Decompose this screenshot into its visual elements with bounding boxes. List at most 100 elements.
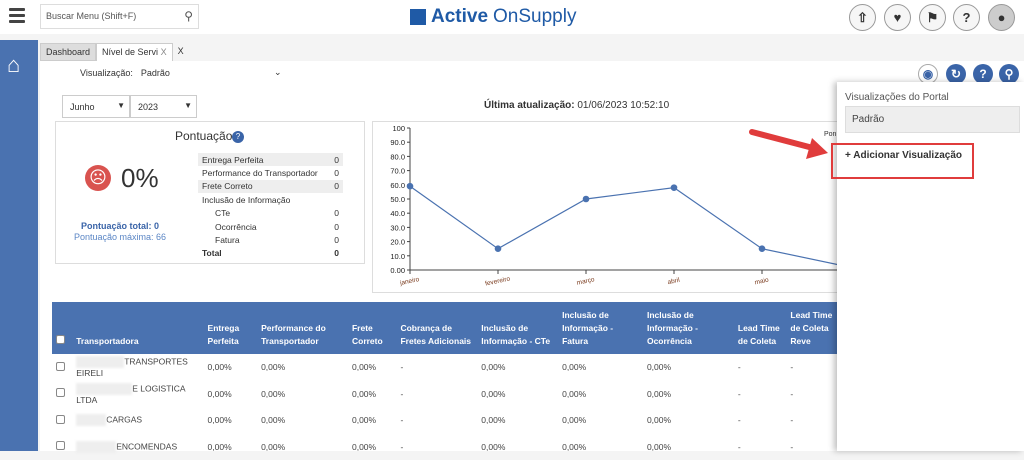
score-row-value: 0 (334, 155, 339, 165)
score-row-value: 0 (334, 168, 339, 178)
cell-text: 0,00% (208, 389, 232, 399)
search-circle-icon[interactable]: ⚲ (999, 64, 1019, 84)
cell-text: - (738, 389, 741, 399)
x-tick-label: janeiro (398, 276, 420, 287)
column-header[interactable]: Inclusão de Informação - Fatura (558, 302, 643, 354)
eye-icon[interactable]: ◉ (918, 64, 938, 84)
cell-text: 0,00% (647, 442, 671, 452)
tab-close-icon[interactable]: X (161, 47, 167, 57)
cell-text: 0,00% (562, 442, 586, 452)
redacted-name (76, 383, 132, 395)
table-cell: 0,00% (558, 354, 643, 381)
y-tick-label: 100 (392, 124, 405, 133)
tab-nivel-servico[interactable]: Nível de Servi X (96, 43, 173, 61)
table-cell: 0,00% (477, 354, 558, 381)
table-cell: 0,00% (204, 407, 258, 434)
column-header[interactable]: Entrega Perfeita (204, 302, 258, 354)
y-tick-label: 80.0 (390, 152, 405, 161)
visualization-select[interactable]: Visualização:Padrão (80, 68, 170, 78)
hamburger-menu-icon[interactable] (9, 8, 25, 24)
score-title: Pontuação (175, 129, 232, 143)
y-tick-label: 10.0 (390, 252, 405, 261)
cell-text: ENCOMENDAS (116, 441, 177, 451)
redacted-name (76, 414, 106, 426)
column-header[interactable]: Cobrança de Fretes Adicionais (396, 302, 477, 354)
close-all-tabs-button[interactable]: X (173, 43, 189, 61)
table-cell: 0,00% (348, 407, 396, 434)
column-header[interactable]: Transportadora (72, 302, 203, 354)
column-header[interactable]: Frete Correto (348, 302, 396, 354)
score-row-label: Fatura (202, 235, 240, 245)
cell-text: CARGAS (106, 415, 142, 425)
month-select[interactable]: Junho▼ (62, 95, 130, 118)
data-point (495, 245, 502, 252)
table-cell: 0,00% (204, 381, 258, 408)
tab-dashboard[interactable]: Dashboard (40, 43, 96, 61)
chevron-down-icon[interactable]: ⌄ (274, 67, 282, 78)
cell-text: 0,00% (261, 389, 285, 399)
redacted-name (76, 356, 124, 368)
column-header[interactable]: Inclusão de Informação - Ocorrência (643, 302, 734, 354)
table-cell: - (786, 381, 837, 408)
caret-down-icon: ▼ (184, 101, 192, 110)
table-cell: - (396, 434, 477, 460)
row-checkbox[interactable] (56, 388, 65, 397)
table-cell: - (786, 354, 837, 381)
logo-mark-icon (410, 9, 426, 25)
visualization-item-padrao[interactable]: Padrão (845, 106, 1020, 133)
year-value: 2023 (138, 102, 158, 112)
help-icon[interactable]: ? (232, 131, 244, 143)
table-cell: - (734, 381, 787, 408)
file-upload-icon[interactable]: ⇧ (849, 4, 876, 31)
visualization-label: Visualização: (80, 68, 133, 78)
table-cell: 0,00% (643, 407, 734, 434)
column-header[interactable]: Performance do Transportador (257, 302, 348, 354)
help-icon[interactable]: ? (953, 4, 980, 31)
table-cell: 0,00% (257, 381, 348, 408)
column-header[interactable]: Lead Time de Coleta Reve (786, 302, 837, 354)
year-select[interactable]: 2023 ▼ (130, 95, 197, 118)
home-icon[interactable]: ⌂ (7, 52, 20, 78)
score-row-value: 0 (334, 235, 339, 245)
table-cell: ENCOMENDAS (72, 434, 203, 460)
help-circle-icon[interactable]: ? (973, 64, 993, 84)
y-tick-label: 0.00 (390, 266, 405, 275)
cell-text: 0,00% (481, 389, 505, 399)
y-tick-label: 90.0 (390, 138, 405, 147)
score-row-label: Frete Correto (202, 181, 253, 191)
user-avatar-icon[interactable]: ● (988, 4, 1015, 31)
score-total: Pontuação total: 0 (70, 221, 170, 232)
row-checkbox[interactable] (56, 362, 65, 371)
refresh-icon[interactable]: ↻ (946, 64, 966, 84)
table-cell: 0,00% (204, 434, 258, 460)
bell-icon[interactable]: ⚑ (919, 4, 946, 31)
tab-label: Nível de Servi (102, 47, 158, 57)
search-icon[interactable]: ⚲ (184, 9, 193, 23)
sad-face-icon: ☹ (85, 165, 111, 191)
column-header[interactable]: Inclusão de Informação - CTe (477, 302, 558, 354)
row-checkbox[interactable] (56, 441, 65, 450)
column-header[interactable]: Lead Time de Coleta (734, 302, 787, 354)
select-all-checkbox[interactable] (56, 335, 65, 344)
score-row-value: 0 (334, 248, 339, 258)
row-checkbox[interactable] (56, 415, 65, 424)
cell-text: - (790, 442, 793, 452)
menu-search-input[interactable]: Buscar Menu (Shift+F)⚲ (40, 4, 199, 29)
heartbeat-icon[interactable]: ♥ (884, 4, 911, 31)
table-cell: - (734, 354, 787, 381)
cell-text: 0,00% (647, 362, 671, 372)
cell-text: - (738, 442, 741, 452)
data-point (759, 245, 766, 252)
tab-bar: Dashboard Nível de Servi X X (40, 43, 189, 61)
table-cell: 0,00% (257, 354, 348, 381)
